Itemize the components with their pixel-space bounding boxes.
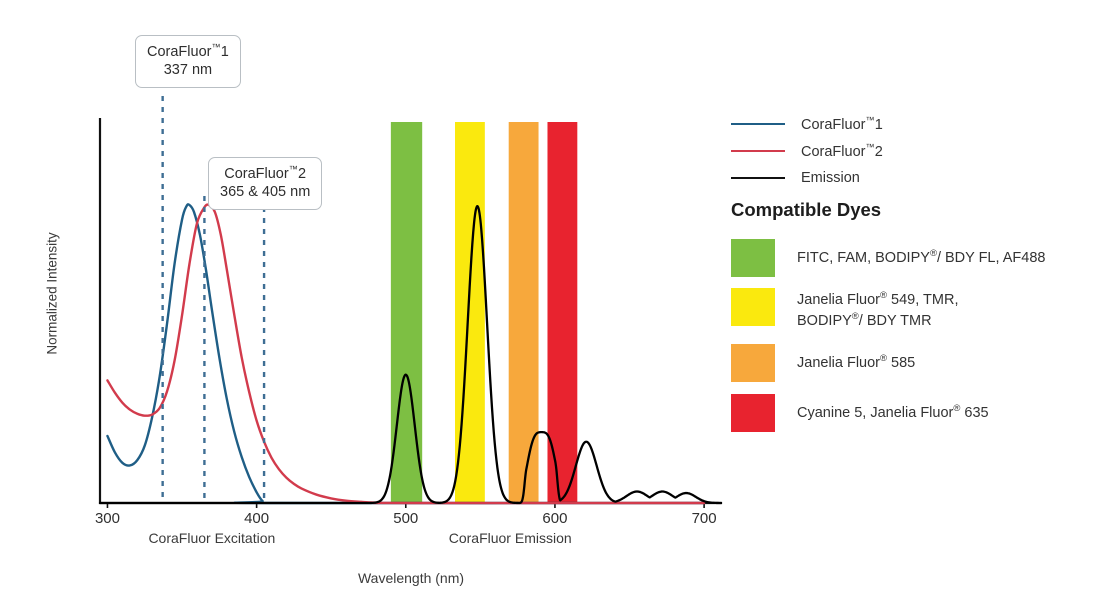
callout-1-suffix: 2 [298, 165, 307, 182]
legend-label-suffix: 2 [874, 143, 883, 160]
x-tick-400: 400 [244, 510, 270, 527]
registered-icon: ® [953, 403, 961, 414]
dye-label-text: Janelia Fluor [797, 291, 881, 308]
dye-label-rest: 585 [887, 354, 916, 371]
curve-emission [98, 205, 723, 505]
trademark-icon: ™ [865, 141, 875, 152]
callout-0-value: 337 nm [163, 62, 213, 79]
trademark-icon: ™ [211, 42, 221, 52]
emission-band-red [547, 122, 578, 503]
dye-row: Cyanine 5, Janelia Fluor® 635 [731, 394, 989, 432]
legend-item-corafluor1: CoraFluor™1 [731, 110, 1103, 137]
section-label-excitation: CoraFluor Excitation [148, 530, 276, 546]
legend-line-swatch [731, 176, 785, 179]
dye-label: Janelia Fluor® 549, TMR, BODIPY®/ BDY TM… [797, 288, 958, 331]
x-tick-300: 300 [94, 510, 120, 527]
trademark-icon: ™ [865, 114, 875, 125]
dye-label-text: Cyanine 5, Janelia Fluor [797, 404, 954, 421]
series-legend: CoraFluor™1 CoraFluor™2 Emission [731, 110, 1103, 191]
dye-label-text: Janelia Fluor [797, 354, 881, 371]
registered-icon: ® [880, 290, 888, 301]
dye-label-line2-rest: / BDY TMR [858, 312, 932, 329]
section-label-emission: CoraFluor Emission [448, 530, 572, 546]
dye-label: FITC, FAM, BODIPY®/ BDY FL, AF488 [797, 239, 1045, 268]
dye-label-rest: 549, TMR, [887, 291, 959, 308]
x-tick-600: 600 [542, 510, 568, 527]
dye-label: Cyanine 5, Janelia Fluor® 635 [797, 394, 989, 423]
legend-label: CoraFluor™1 [801, 115, 883, 133]
dye-row: Janelia Fluor® 585 [731, 344, 915, 382]
legend-line-swatch [731, 122, 785, 125]
compatible-dyes-heading: Compatible Dyes [731, 199, 882, 220]
curve-corafluor1 [106, 203, 706, 505]
callout-1-value: 365 & 405 nm [220, 184, 311, 201]
registered-icon: ® [929, 248, 937, 259]
dye-color-swatch [731, 239, 775, 277]
curve-corafluor2 [106, 203, 706, 505]
callout-1-name: CoraFluor [224, 165, 289, 182]
x-axis-title: Wavelength (nm) [357, 570, 465, 586]
callout-corafluor2: CoraFluor™2 365 & 405 nm [208, 157, 323, 210]
legend-item-emission: Emission [731, 164, 1103, 191]
legend-label: Emission [801, 170, 860, 186]
x-tick-700: 700 [691, 510, 717, 527]
dye-color-swatch [731, 288, 775, 326]
y-axis-label: Normalized Intensity [44, 232, 60, 355]
legend-label-text: Emission [801, 169, 860, 186]
legend-label-text: CoraFluor [801, 143, 866, 160]
dye-label-text: FITC, FAM, BODIPY [797, 249, 930, 266]
registered-icon: ® [880, 353, 888, 364]
callout-corafluor1: CoraFluor™1 337 nm [135, 35, 241, 88]
callout-0-suffix: 1 [220, 43, 229, 60]
legend-label: CoraFluor™2 [801, 142, 883, 160]
emission-band-orange [508, 122, 539, 503]
dye-label-line2: BODIPY [797, 312, 852, 329]
dye-color-swatch [731, 344, 775, 382]
dye-color-swatch [731, 394, 775, 432]
trademark-icon: ™ [288, 164, 298, 174]
legend-line-swatch [731, 149, 785, 152]
legend-item-corafluor2: CoraFluor™2 [731, 137, 1103, 164]
callout-0-name: CoraFluor [147, 43, 212, 60]
dye-label: Janelia Fluor® 585 [797, 344, 915, 373]
dye-label-rest: 635 [960, 404, 989, 421]
registered-icon: ® [851, 310, 859, 322]
spectra-svg [98, 96, 723, 508]
dye-row: Janelia Fluor® 549, TMR, BODIPY®/ BDY TM… [731, 288, 958, 331]
legend-label-suffix: 1 [874, 116, 883, 133]
spectra-plot: Normalized Intensity 300 400 500 600 700… [44, 35, 723, 586]
x-tick-500: 500 [393, 510, 419, 527]
dye-row: FITC, FAM, BODIPY®/ BDY FL, AF488 [731, 239, 1045, 277]
legend-label-text: CoraFluor [801, 116, 866, 133]
dye-label-rest: / BDY FL, AF488 [936, 249, 1046, 266]
